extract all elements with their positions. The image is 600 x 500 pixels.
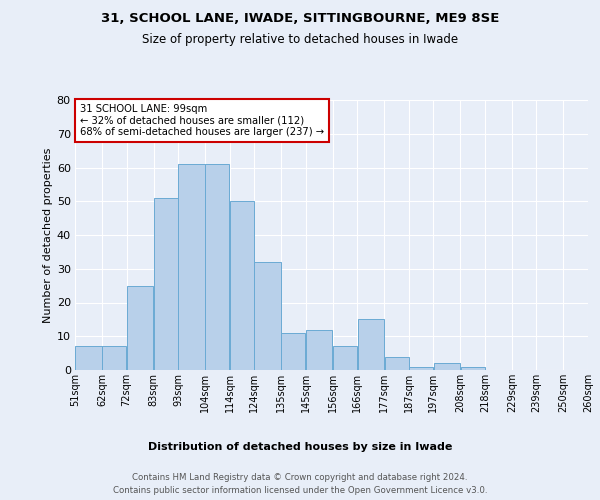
Bar [434,363,460,370]
Bar [230,201,254,370]
Bar [154,198,178,370]
Bar [333,346,357,370]
Text: Contains HM Land Registry data © Crown copyright and database right 2024.: Contains HM Land Registry data © Crown c… [132,472,468,482]
Text: Size of property relative to detached houses in Iwade: Size of property relative to detached ho… [142,32,458,46]
Bar [205,164,229,370]
Bar [75,346,102,370]
Text: 31, SCHOOL LANE, IWADE, SITTINGBOURNE, ME9 8SE: 31, SCHOOL LANE, IWADE, SITTINGBOURNE, M… [101,12,499,26]
Bar [178,164,205,370]
Text: Contains public sector information licensed under the Open Government Licence v3: Contains public sector information licen… [113,486,487,495]
Bar [385,356,409,370]
Bar [409,366,433,370]
Bar [254,262,281,370]
Bar [127,286,153,370]
Bar [358,320,384,370]
Y-axis label: Number of detached properties: Number of detached properties [43,148,53,322]
Bar [306,330,332,370]
Text: Distribution of detached houses by size in Iwade: Distribution of detached houses by size … [148,442,452,452]
Bar [281,333,305,370]
Text: 31 SCHOOL LANE: 99sqm
← 32% of detached houses are smaller (112)
68% of semi-det: 31 SCHOOL LANE: 99sqm ← 32% of detached … [80,104,324,137]
Bar [461,366,485,370]
Bar [102,346,127,370]
